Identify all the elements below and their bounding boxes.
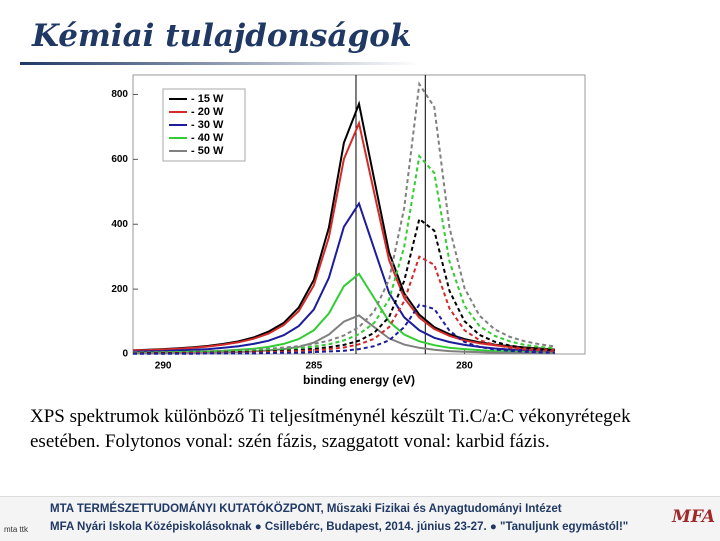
series-line: [133, 303, 555, 355]
footer-line: MTA TERMÉSZETTUDOMÁNYI KUTATÓKÖZPONT, Mű…: [50, 503, 562, 515]
footer-line: MFA Nyári Iskola Középiskolásoknak ● Csi…: [50, 521, 629, 533]
title-rule: [20, 62, 420, 65]
slide-title: Kémiai tulajdonságok: [32, 18, 412, 54]
logo: MFA: [672, 507, 716, 527]
chart: 0 200 400 600 800 290 285 280 binding energy (eV…: [111, 74, 586, 387]
y-tick-label: 800: [111, 89, 128, 100]
legend-label: - 15 W: [191, 93, 224, 105]
x-tick-label: 290: [155, 361, 172, 372]
legend-label: - 40 W: [191, 132, 224, 144]
legend-label: - 20 W: [191, 106, 224, 118]
series-line: [132, 120, 555, 352]
y-tick-label: 600: [111, 154, 128, 165]
y-tick-label: 200: [111, 284, 128, 295]
x-axis-label: binding energy (eV): [303, 373, 415, 387]
y-tick-label: 0: [122, 349, 128, 360]
y-tick-label: 400: [111, 219, 128, 230]
caption: XPS spektrumok különböző Ti teljesítmény…: [30, 406, 631, 452]
footer: MTA TERMÉSZETTUDOMÁNYI KUTATÓKÖZPONT, Mű…: [0, 496, 720, 541]
x-tick-label: 285: [305, 361, 322, 372]
logo: mta ttk: [4, 525, 29, 534]
legend-label: - 30 W: [191, 119, 224, 131]
x-tick-label: 280: [456, 361, 473, 372]
legend-label: - 50 W: [191, 145, 224, 157]
